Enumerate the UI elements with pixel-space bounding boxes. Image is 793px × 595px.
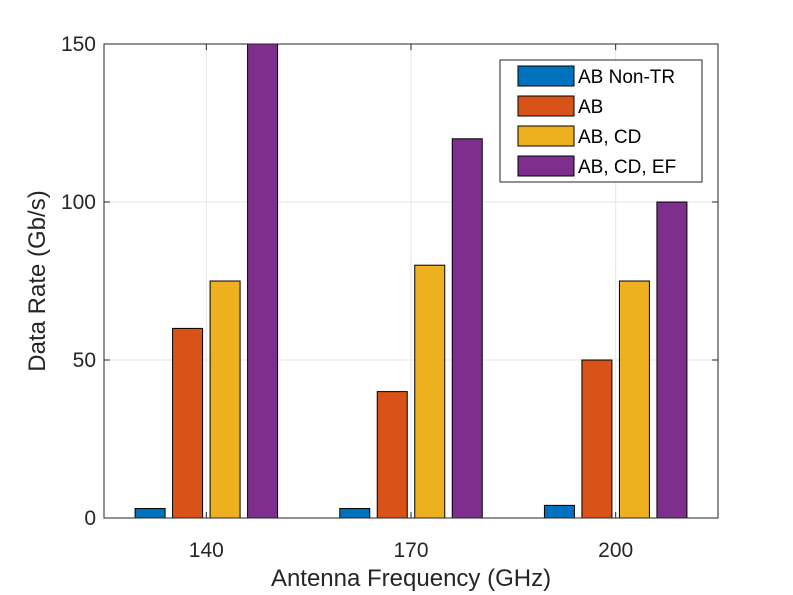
- bar: [172, 327, 204, 519]
- legend-swatch: [517, 125, 575, 147]
- y-tick-label: 150: [61, 33, 96, 56]
- legend-label: AB Non-TR: [578, 67, 675, 88]
- legend-swatch: [517, 65, 575, 87]
- legend: AB Non-TR AB AB, CD AB, CD, EF: [499, 59, 703, 183]
- bar: [618, 280, 650, 519]
- y-tick-label: 50: [73, 349, 96, 372]
- bar: [209, 280, 241, 519]
- y-tick-label: 100: [61, 191, 96, 214]
- bar: [247, 43, 279, 519]
- bar: [543, 504, 575, 519]
- y-axis-label: Data Rate (Gb/s): [24, 190, 51, 371]
- x-tick-label: 170: [393, 539, 428, 562]
- y-tick-label: 0: [84, 507, 96, 530]
- bar: [451, 138, 483, 519]
- bar: [581, 359, 613, 519]
- x-axis-label: Antenna Frequency (GHz): [271, 565, 551, 592]
- bar: [376, 391, 408, 519]
- bar: [339, 508, 371, 519]
- bar: [414, 264, 446, 519]
- x-tick-label: 140: [189, 539, 224, 562]
- axis-ticks: 140 170 200 0 50 100 150: [61, 33, 718, 562]
- legend-swatch: [517, 155, 575, 177]
- bars-group: [134, 43, 688, 519]
- x-tick-label: 200: [598, 539, 633, 562]
- bar: [656, 201, 688, 519]
- legend-label: AB, CD: [578, 127, 641, 148]
- legend-swatch: [517, 95, 575, 117]
- legend-label: AB: [578, 97, 603, 118]
- bar: [134, 508, 166, 519]
- legend-label: AB, CD, EF: [578, 157, 676, 178]
